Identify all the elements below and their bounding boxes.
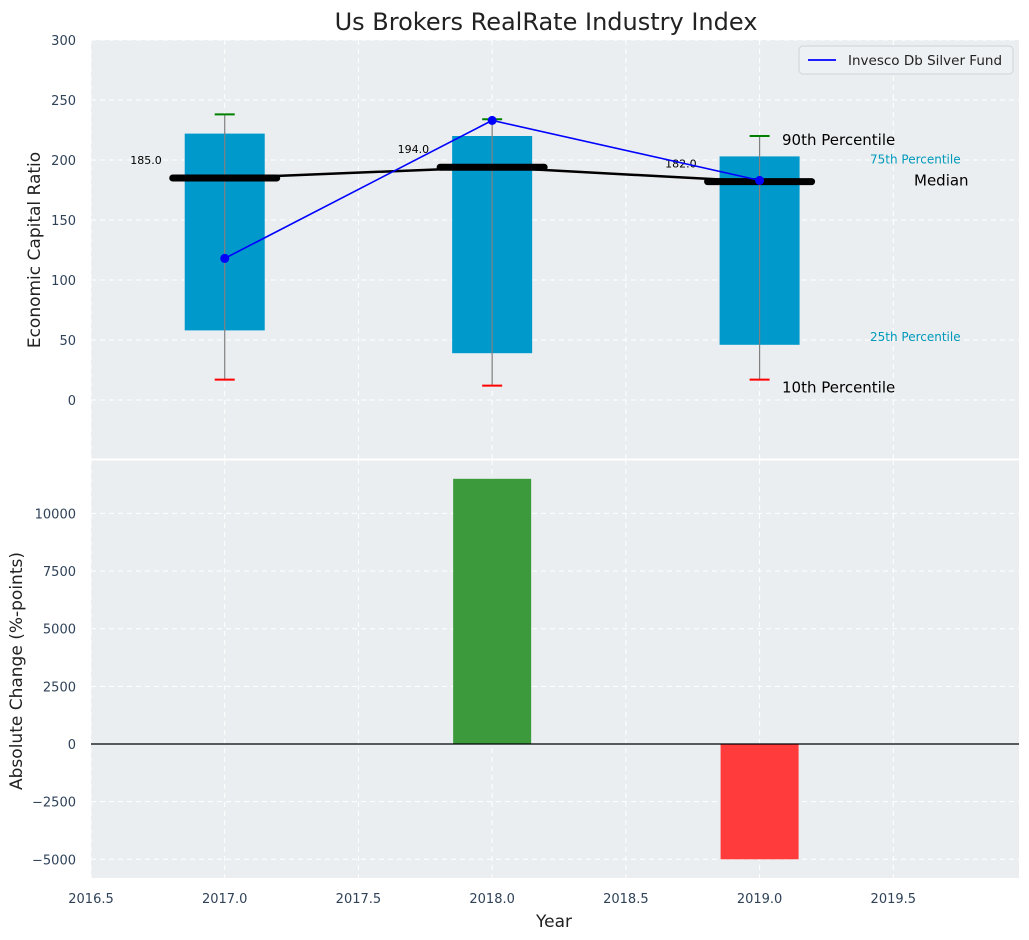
top-y-tick-label: 200 (51, 154, 76, 169)
annotation-90th-percentile: 90th Percentile (782, 131, 895, 149)
bottom-plot-area (91, 460, 1019, 878)
top-y-tick-label: 150 (51, 214, 76, 229)
median-value-label: 185.0 (130, 154, 162, 167)
top-y-tick-label: 100 (51, 274, 76, 289)
annotation-75th-percentile: 75th Percentile (870, 152, 961, 166)
x-tick-label: 2016.5 (68, 892, 114, 907)
bottom-y-tick-label: 5000 (43, 623, 76, 638)
top-y-tick-label: 300 (51, 34, 76, 49)
series-point (755, 175, 765, 185)
x-tick-label: 2017.5 (336, 892, 382, 907)
chart-title: Us Brokers RealRate Industry Index (335, 8, 758, 36)
bottom-y-tick-label: 7500 (43, 565, 76, 580)
top-y-axis-title: Economic Capital Ratio (25, 152, 45, 348)
top-y-tick-label: 0 (68, 394, 76, 409)
legend-label-invesco-db-silver-fund: Invesco Db Silver Fund (848, 53, 1002, 69)
x-tick-label: 2019.5 (871, 892, 917, 907)
bottom-y-tick-label: 0 (68, 738, 76, 753)
annotation-median: Median (914, 172, 969, 190)
bottom-y-tick-label: −5000 (32, 853, 76, 868)
legend: Invesco Db Silver Fund (798, 45, 1014, 75)
series-point (220, 253, 230, 263)
annotation-10th-percentile: 10th Percentile (782, 379, 895, 397)
annotation-25th-percentile: 25th Percentile (870, 330, 961, 344)
bottom-y-tick-label: −2500 (32, 796, 76, 811)
bottom-y-tick-label: 2500 (43, 680, 76, 695)
series-point (487, 115, 497, 125)
x-tick-label: 2018.0 (469, 892, 515, 907)
bottom-y-axis-title: Absolute Change (%-points) (7, 552, 27, 790)
legend-box (798, 45, 1014, 75)
change-bar-2018 (453, 478, 532, 744)
x-tick-label: 2019.0 (737, 892, 783, 907)
top-y-tick-label: 50 (59, 334, 76, 349)
change-bar-2019 (720, 744, 799, 860)
x-axis-title: Year (535, 912, 572, 932)
x-tick-label: 2017.0 (202, 892, 248, 907)
top-y-tick-label: 250 (51, 94, 76, 109)
x-tick-label: 2018.5 (603, 892, 649, 907)
bottom-y-tick-label: 10000 (35, 507, 76, 522)
median-value-label: 194.0 (398, 143, 430, 156)
